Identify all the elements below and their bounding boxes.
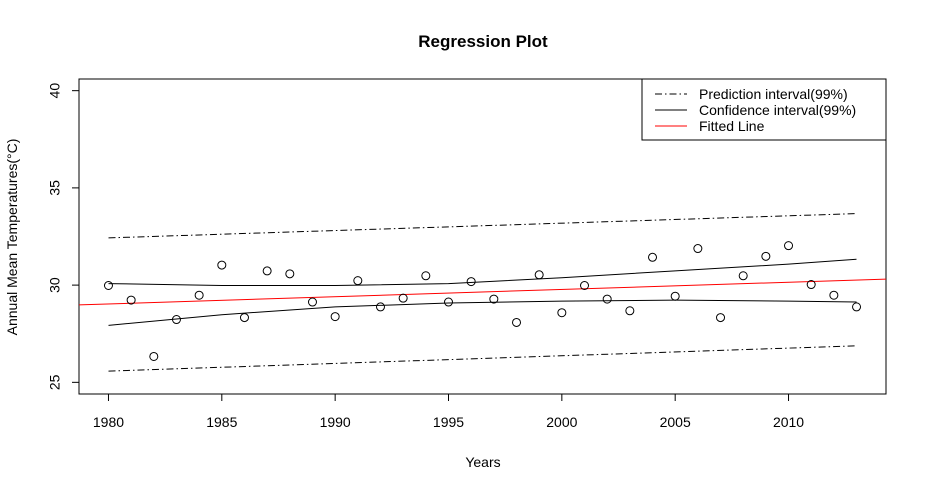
x-tick-label: 2005: [660, 414, 691, 430]
data-point: [398, 293, 408, 303]
data-point: [103, 281, 113, 290]
data-point: [466, 277, 476, 287]
x-axis: 1980 1985 1990 1995 2000 2005 2010: [93, 393, 804, 430]
legend-label: Confidence interval(99%): [699, 102, 856, 118]
y-tick-label: 25: [47, 374, 63, 390]
legend-label: Prediction interval(99%): [699, 86, 848, 102]
chart-title: Regression Plot: [418, 32, 548, 51]
x-tick-label: 1980: [93, 414, 124, 430]
x-tick-label: 1990: [320, 414, 351, 430]
x-tick-label: 1995: [433, 414, 464, 430]
data-point: [829, 290, 839, 300]
data-point: [738, 271, 748, 281]
data-point: [648, 252, 658, 262]
y-tick-label: 30: [47, 277, 63, 293]
data-point: [761, 251, 771, 261]
fitted-line: [78, 278, 887, 306]
data-point: [852, 302, 862, 312]
data-point: [716, 313, 726, 323]
data-point: [693, 244, 703, 254]
data-point: [806, 280, 816, 290]
data-point: [217, 260, 227, 270]
legend-label: Fitted Line: [699, 118, 765, 134]
confidence-interval-lower: [108, 299, 857, 326]
y-axis-label: Annual Mean Temperatures(°C): [4, 139, 20, 336]
data-point: [670, 291, 680, 301]
x-tick-label: 2000: [546, 414, 577, 430]
legend: Prediction interval(99%)Confidence inter…: [641, 78, 887, 141]
confidence-interval-upper: [108, 258, 857, 286]
data-point: [307, 297, 317, 307]
data-point: [149, 351, 159, 361]
data-point: [489, 294, 499, 304]
data-point: [262, 266, 272, 276]
data-point: [285, 269, 295, 279]
data-point: [512, 317, 522, 327]
data-point: [625, 306, 635, 316]
data-point: [602, 294, 612, 304]
prediction-interval-lower: [108, 345, 857, 372]
data-point: [784, 241, 794, 251]
data-point: [330, 312, 340, 322]
y-axis: 25 30 35 40: [47, 83, 80, 390]
prediction-interval-upper: [108, 213, 857, 239]
data-point: [239, 313, 249, 323]
data-point: [353, 276, 363, 286]
data-point: [557, 308, 567, 318]
x-tick-label: 2010: [773, 414, 804, 430]
data-point: [171, 315, 181, 325]
data-point: [421, 271, 431, 281]
data-point: [194, 290, 204, 300]
data-point: [580, 281, 590, 290]
data-point: [375, 302, 385, 312]
y-tick-label: 35: [47, 180, 63, 196]
data-point: [126, 295, 136, 305]
x-tick-label: 1985: [206, 414, 237, 430]
data-point: [443, 297, 453, 307]
x-axis-label: Years: [465, 454, 500, 470]
plot-area: [78, 213, 887, 372]
y-tick-label: 40: [47, 83, 63, 99]
data-point: [534, 270, 544, 280]
